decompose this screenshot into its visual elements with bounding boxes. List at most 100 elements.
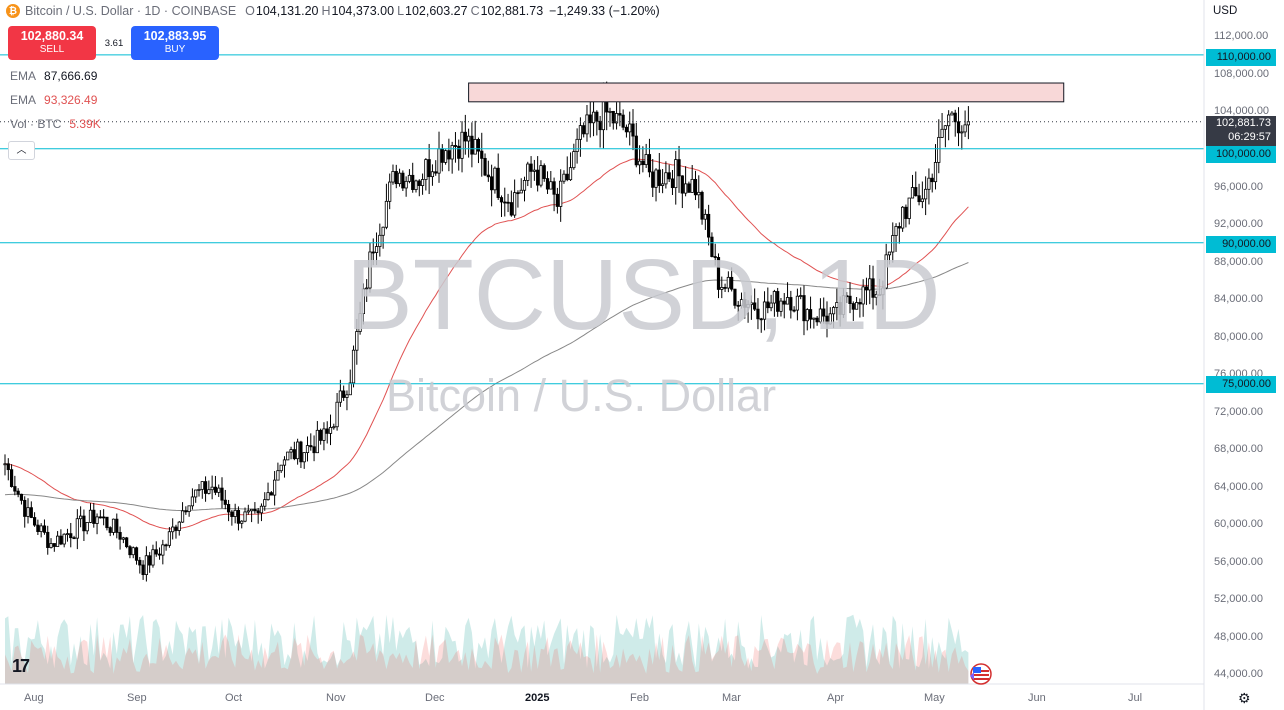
candle-body [256,510,260,514]
candle-body [56,535,60,547]
candle-body [328,426,333,434]
candle-body [420,179,425,186]
candle-body [404,180,408,189]
indicator-ema-slow[interactable]: EMA 87,666.69 [10,69,97,83]
candle-body [716,257,721,290]
candle-body [414,180,418,190]
candle-body [134,547,139,561]
candle-body [674,159,678,189]
candle-body [670,178,675,189]
candle-body [457,145,461,159]
candle-body [319,429,323,441]
symbol-header: ₿ Bitcoin / U.S. Dollar · 1D · COINBASE … [6,2,660,20]
candle-body [805,309,809,322]
candle-body [233,509,237,517]
tradingview-logo[interactable]: 17 [12,656,30,676]
candle-body [831,307,836,315]
candle-body [197,488,201,491]
candle-body [901,206,905,229]
price-tick: 60,000.00 [1214,518,1263,530]
candle-body [203,481,208,494]
gear-icon[interactable]: ⚙ [1238,690,1251,706]
candle-body [269,492,273,496]
candle-body [381,226,385,236]
candle-body [128,546,132,556]
indicator-name: Vol · BTC [10,117,62,131]
candle-body [657,169,661,186]
candle-body [210,486,214,491]
indicator-ema-fast[interactable]: EMA 93,326.49 [10,93,97,107]
candle-body [351,349,356,384]
candle-body [559,180,563,207]
buy-button[interactable]: 102,883.95 BUY [131,26,219,60]
candle-body [947,114,951,127]
candle-body [960,131,964,134]
candle-body [470,135,474,155]
candle-body [85,522,89,532]
candle-body [907,197,911,219]
candle-body [858,302,862,305]
candle-body [572,151,576,169]
candle-body [943,125,947,130]
candle-body [519,189,523,194]
candle-body [207,489,211,494]
us-flag-icon[interactable] [968,662,994,686]
candle-body [874,294,878,298]
candle-body [815,317,819,323]
candle-body [397,172,402,185]
candle-body [779,300,783,312]
collapse-legend-button[interactable]: ︿ [8,141,35,160]
current-price: 102,881.73 [1215,117,1271,129]
candle-body [496,167,500,198]
level-label-100000[interactable]: 100,000.00 [1206,146,1276,163]
candle-body [841,295,846,315]
candle-body [23,499,27,517]
candle-body [707,213,711,238]
candle-body [16,490,20,495]
candle-body [851,303,855,310]
candle-body [305,445,310,454]
candle-body [575,138,579,152]
candle-body [595,111,599,122]
level-label-110000[interactable]: 110,000.00 [1206,49,1276,66]
resistance-zone[interactable] [468,82,1065,103]
level-label-90000[interactable]: 90,000.00 [1206,236,1276,253]
candle-body [825,315,829,325]
price-tick: 92,000.00 [1214,218,1263,230]
candle-body [194,489,198,498]
candle-body [608,110,612,113]
candle-body [864,286,869,291]
candle-body [125,537,129,548]
candle-body [335,401,339,428]
candle-body [861,286,865,305]
indicator-volume[interactable]: Vol · BTC 5.39K [10,117,101,131]
candle-body [871,278,875,298]
candle-body [562,173,566,182]
sell-button[interactable]: 102,880.34 SELL [8,26,96,60]
candle-body [443,150,448,163]
candle-body [726,276,730,289]
candle-body [345,394,349,398]
candle-body [65,533,70,536]
candle-body [167,531,171,546]
candle-body [292,449,296,460]
high-label: H [321,4,331,18]
time-tick: Apr [827,692,845,704]
candle-body [812,317,816,320]
currency-selector[interactable]: USD [1206,1,1278,21]
candle-body [79,515,83,520]
candle-body [920,198,924,203]
level-label-75000[interactable]: 75,000.00 [1206,376,1276,393]
candle-body [799,295,803,297]
candle-body [19,493,24,501]
candle-body [894,226,898,236]
candle-body [634,135,638,166]
candle-body [467,135,471,142]
sell-price: 102,880.34 [20,29,84,43]
buy-label: BUY [164,44,186,55]
candle-body [940,128,944,138]
candle-body [785,297,790,305]
candle-body [739,299,744,307]
symbol-title[interactable]: Bitcoin / U.S. Dollar · 1D · COINBASE [25,4,237,18]
